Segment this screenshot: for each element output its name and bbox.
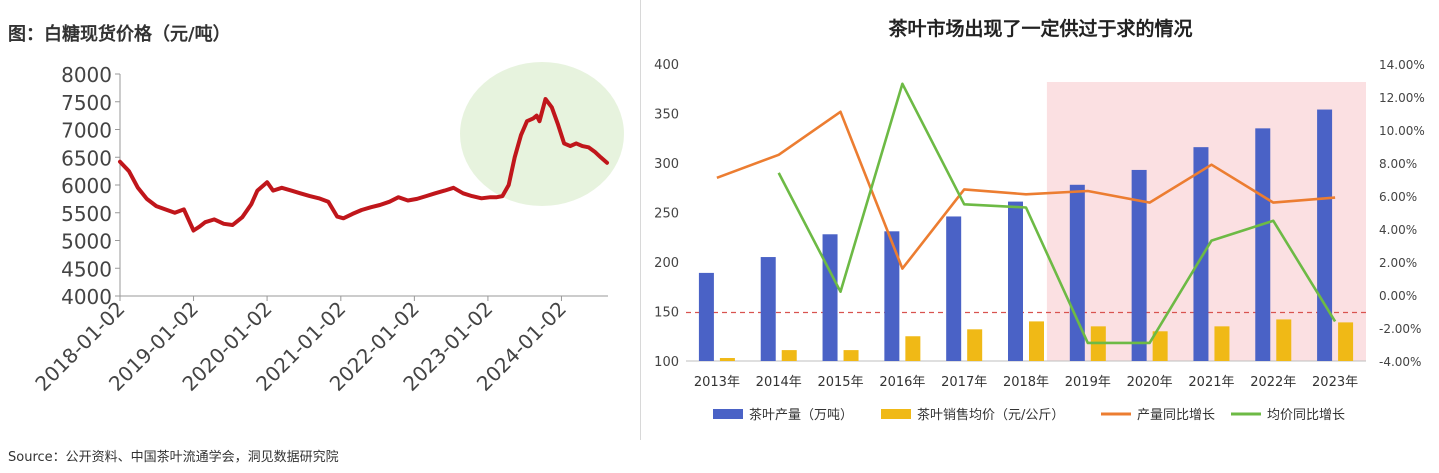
production-bar-10 xyxy=(1317,109,1333,361)
production-bar-1 xyxy=(760,257,776,361)
x-category-label-9: 2022年 xyxy=(1250,375,1296,390)
y-left-tick-label-6: 400 xyxy=(654,58,679,73)
price-bar-3 xyxy=(905,336,921,361)
y-right-tick-label-3: 2.00% xyxy=(1379,256,1417,270)
y-left-tick-label-4: 300 xyxy=(654,157,679,172)
y-right-tick-label-7: 10.00% xyxy=(1379,124,1425,138)
y-right-tick-label-0: -4.00% xyxy=(1379,355,1421,369)
y-right-tick-label-8: 12.00% xyxy=(1379,91,1425,105)
legend-label-3: 均价同比增长 xyxy=(1267,408,1345,423)
sugar-price-line xyxy=(118,97,609,233)
x-category-label-0: 2013年 xyxy=(694,375,740,390)
price-bar-0 xyxy=(719,358,735,361)
y-left-tick-label-5: 350 xyxy=(654,108,679,123)
production-bar-9 xyxy=(1255,128,1271,361)
x-category-label-4: 2017年 xyxy=(941,375,987,390)
y-right-tick-label-9: 14.00% xyxy=(1379,58,1425,72)
legend-label-0: 茶叶产量（万吨） xyxy=(749,407,853,423)
y-left-tick-label-3: 250 xyxy=(654,207,679,222)
highlight-circle xyxy=(460,62,624,206)
y-left-tick-label-1: 150 xyxy=(654,306,679,321)
sugar-price-chart: 4000450050005500600065007000750080002018… xyxy=(30,62,624,396)
y-tick-label-3: 5500 xyxy=(61,202,112,226)
y-tick-label-8: 8000 xyxy=(61,63,112,87)
legend-swatch-0 xyxy=(713,409,743,419)
production-bar-6 xyxy=(1069,184,1085,361)
legend-swatch-1 xyxy=(881,409,911,419)
tea-market-panel: 茶叶市场出现了一定供过于求的情况 100 150 200 250 300 350 400 -4… xyxy=(640,0,1439,440)
legend-label-2: 产量同比增长 xyxy=(1137,408,1215,423)
x-category-label-8: 2021年 xyxy=(1188,375,1234,390)
x-category-label-5: 2018年 xyxy=(1003,375,1049,390)
y-right-tick-label-5: 6.00% xyxy=(1379,190,1417,204)
y-right-tick-label-1: -2.00% xyxy=(1379,322,1421,336)
y-right-tick-label-2: 0.00% xyxy=(1379,289,1417,303)
production-bar-5 xyxy=(1008,201,1023,361)
x-category-label-6: 2019年 xyxy=(1065,375,1111,390)
price-bar-2 xyxy=(843,350,859,361)
x-category-label-2: 2015年 xyxy=(817,375,863,390)
y-left-tick-label-2: 200 xyxy=(654,256,679,271)
x-category-label-3: 2016年 xyxy=(879,375,925,390)
y-tick-label-0: 4000 xyxy=(61,285,112,309)
price-bar-4 xyxy=(967,329,983,361)
x-category-label-10: 2023年 xyxy=(1312,375,1358,390)
y-right-tick-label-6: 8.00% xyxy=(1379,157,1417,171)
production-bar-2 xyxy=(822,234,838,361)
left-chart-title: 图：白糖现货价格（元/吨） xyxy=(8,24,231,45)
y-tick-label-1: 4500 xyxy=(61,257,112,281)
price-growth-line xyxy=(777,82,1337,345)
production-bar-0 xyxy=(698,272,714,361)
y-tick-label-6: 7000 xyxy=(61,119,112,143)
production-growth-line xyxy=(716,110,1336,270)
price-bar-10 xyxy=(1338,322,1354,361)
y-tick-label-2: 5000 xyxy=(61,230,112,254)
y-right-tick-label-4: 4.00% xyxy=(1379,223,1417,237)
legend-label-1: 茶叶销售均价（元/公斤） xyxy=(917,407,1064,423)
production-bar-3 xyxy=(884,231,900,361)
production-bar-7 xyxy=(1131,169,1147,361)
source-note: Source：公开资料、中国茶叶流通学会，洞见数据研究院 xyxy=(8,450,339,465)
production-bar-4 xyxy=(946,216,962,361)
y-tick-label-7: 7500 xyxy=(61,91,112,115)
price-bar-7 xyxy=(1152,331,1168,361)
right-chart-title: 茶叶市场出现了一定供过于求的情况 xyxy=(888,18,1193,40)
y-tick-label-5: 6500 xyxy=(61,146,112,170)
production-bar-8 xyxy=(1193,147,1209,361)
price-bar-5 xyxy=(1029,321,1044,361)
price-bar-8 xyxy=(1214,326,1230,361)
tea-market-chart: 100 150 200 250 300 350 400 -4.00% -2.00% 0.00% 2.… xyxy=(654,58,1425,423)
y-tick-label-4: 6000 xyxy=(61,174,112,198)
x-category-label-1: 2014年 xyxy=(756,375,802,390)
y-left-tick-label-0: 100 xyxy=(654,355,679,370)
x-category-label-7: 2020年 xyxy=(1127,375,1173,390)
price-bar-1 xyxy=(781,350,797,361)
sugar-price-panel: 图：白糖现货价格（元/吨） 4000 4500 5000 5500 6000 6500 70… xyxy=(0,0,636,440)
price-bar-9 xyxy=(1276,319,1292,361)
